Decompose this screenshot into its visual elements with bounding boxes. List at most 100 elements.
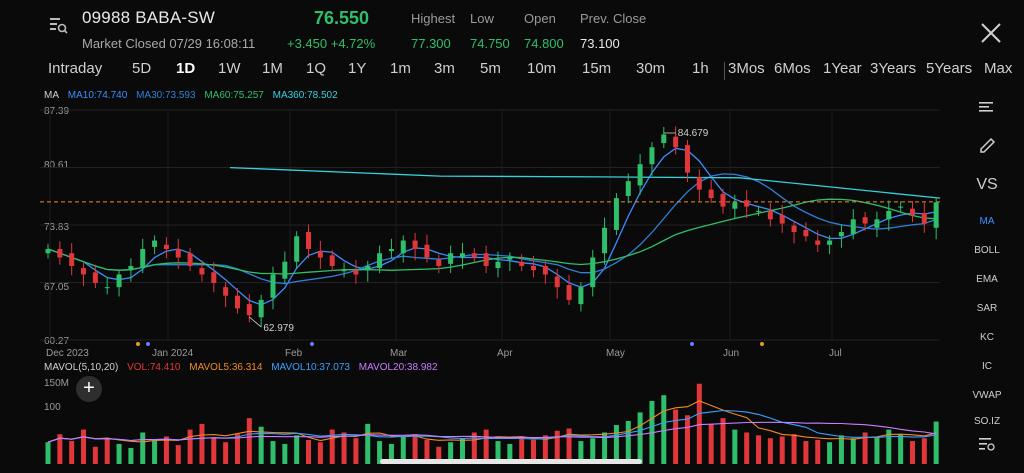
event-dot <box>136 342 140 346</box>
indicator-vwap[interactable]: VWAP <box>972 390 1002 401</box>
volume-bar <box>483 429 489 464</box>
tab-10min[interactable]: 10m <box>527 60 557 77</box>
x-tick-label: Jun <box>723 348 740 359</box>
candle-body <box>341 270 347 272</box>
candle-body <box>175 249 181 258</box>
price-chart[interactable]: 84.679 62.979 <box>40 100 956 350</box>
chart-grid <box>40 109 940 341</box>
mavol20-line <box>47 421 937 443</box>
tab-3years[interactable]: 3Years <box>870 60 917 77</box>
tab-1d[interactable]: 1D <box>176 60 196 77</box>
volume-bar <box>566 428 572 464</box>
volume-bar <box>329 429 335 464</box>
ma-legend-title: MA <box>44 90 59 101</box>
indicator-ma[interactable]: MA <box>979 216 995 227</box>
candle-body <box>69 253 75 266</box>
volume-chart[interactable] <box>40 376 956 466</box>
volume-bar <box>69 441 75 464</box>
volume-bar <box>45 442 51 464</box>
candle-body <box>684 145 690 173</box>
candle-body <box>531 265 537 271</box>
candle-body <box>163 244 169 250</box>
volume-bar <box>495 441 501 464</box>
volume-bar <box>756 435 762 464</box>
tab-max[interactable]: Max <box>984 60 1013 77</box>
tab-3mos[interactable]: 3Mos <box>728 60 765 77</box>
tab-15min[interactable]: 15m <box>582 60 612 77</box>
volume-bar <box>708 423 714 464</box>
tab-1min[interactable]: 1m <box>390 60 411 77</box>
indicator-ic[interactable]: IC <box>982 361 992 372</box>
tab-1m[interactable]: 1M <box>262 60 283 77</box>
indicator-boll[interactable]: BOLL <box>974 245 1000 256</box>
tab-3min[interactable]: 3m <box>434 60 455 77</box>
volume-bar <box>602 432 608 464</box>
add-indicator-button[interactable]: + <box>76 376 102 402</box>
candle-body <box>838 232 844 237</box>
volume-bar <box>246 418 252 464</box>
y-tick-label: 73.83 <box>44 222 70 233</box>
stat-label-open: Open <box>524 11 556 26</box>
candle-body <box>554 276 560 288</box>
vs-button[interactable]: VS <box>976 176 998 193</box>
volume-bar <box>211 438 217 464</box>
pencil-icon[interactable] <box>978 134 998 154</box>
volume-bar <box>92 446 98 464</box>
last-price: 76.550 <box>314 8 370 28</box>
tab-intraday[interactable]: Intraday <box>48 60 103 77</box>
tab-1y[interactable]: 1Y <box>348 60 367 77</box>
candle-body <box>732 202 738 209</box>
candle-body <box>412 240 418 250</box>
indicator-ema[interactable]: EMA <box>976 274 998 285</box>
candle-body <box>673 136 679 148</box>
tab-1year[interactable]: 1Year <box>823 60 862 77</box>
tab-30min[interactable]: 30m <box>636 60 666 77</box>
lines-icon[interactable] <box>978 100 996 116</box>
candle-body <box>116 274 122 288</box>
candle-body <box>270 274 276 298</box>
volume-bar <box>353 438 359 464</box>
candle-body <box>448 253 454 264</box>
candle-body <box>258 299 264 318</box>
stat-label-prev-close: Prev. Close <box>580 11 647 26</box>
tab-5d[interactable]: 5D <box>132 60 152 77</box>
event-dot <box>146 342 150 346</box>
y-tick-label: 80.61 <box>44 160 70 171</box>
volume-bar <box>459 438 465 464</box>
candle-body <box>767 210 773 220</box>
volume-bar <box>341 432 347 464</box>
volume-bar <box>294 435 300 464</box>
tab-1q[interactable]: 1Q <box>306 60 327 77</box>
candle-body <box>187 253 193 266</box>
candle-body <box>625 181 631 196</box>
ticker-title: 09988 BABA-SW <box>82 8 215 27</box>
volume-bar <box>471 432 477 464</box>
volume-bar <box>921 438 927 464</box>
candle-body <box>756 210 762 212</box>
indicator-soiz[interactable]: SO.IZ <box>973 416 1001 426</box>
ma10-line <box>47 147 937 306</box>
candle-body <box>436 259 442 266</box>
candle-body <box>388 249 394 252</box>
volume-bar <box>767 438 773 464</box>
tab-1h[interactable]: 1h <box>692 60 709 77</box>
volume-bar <box>874 436 880 464</box>
tab-6mos[interactable]: 6Mos <box>774 60 811 77</box>
change-value: +3.450 <box>287 36 328 51</box>
volume-bar <box>625 421 631 464</box>
tab-1w[interactable]: 1W <box>218 60 241 77</box>
tab-5min[interactable]: 5m <box>480 60 501 77</box>
tab-5years[interactable]: 5Years <box>926 60 973 77</box>
close-icon[interactable] <box>976 18 1006 48</box>
volume-bar <box>507 443 513 464</box>
indicator-kc[interactable]: KC <box>980 332 994 343</box>
volume-bar <box>128 447 134 464</box>
settings-list-icon[interactable] <box>978 436 996 452</box>
candle-body <box>862 217 868 224</box>
indicator-sar[interactable]: SAR <box>976 303 998 314</box>
candle-body <box>779 215 785 224</box>
volume-bar <box>175 445 181 464</box>
volume-bar <box>862 432 868 464</box>
candle-body <box>909 208 915 216</box>
list-search-icon[interactable] <box>48 14 68 36</box>
